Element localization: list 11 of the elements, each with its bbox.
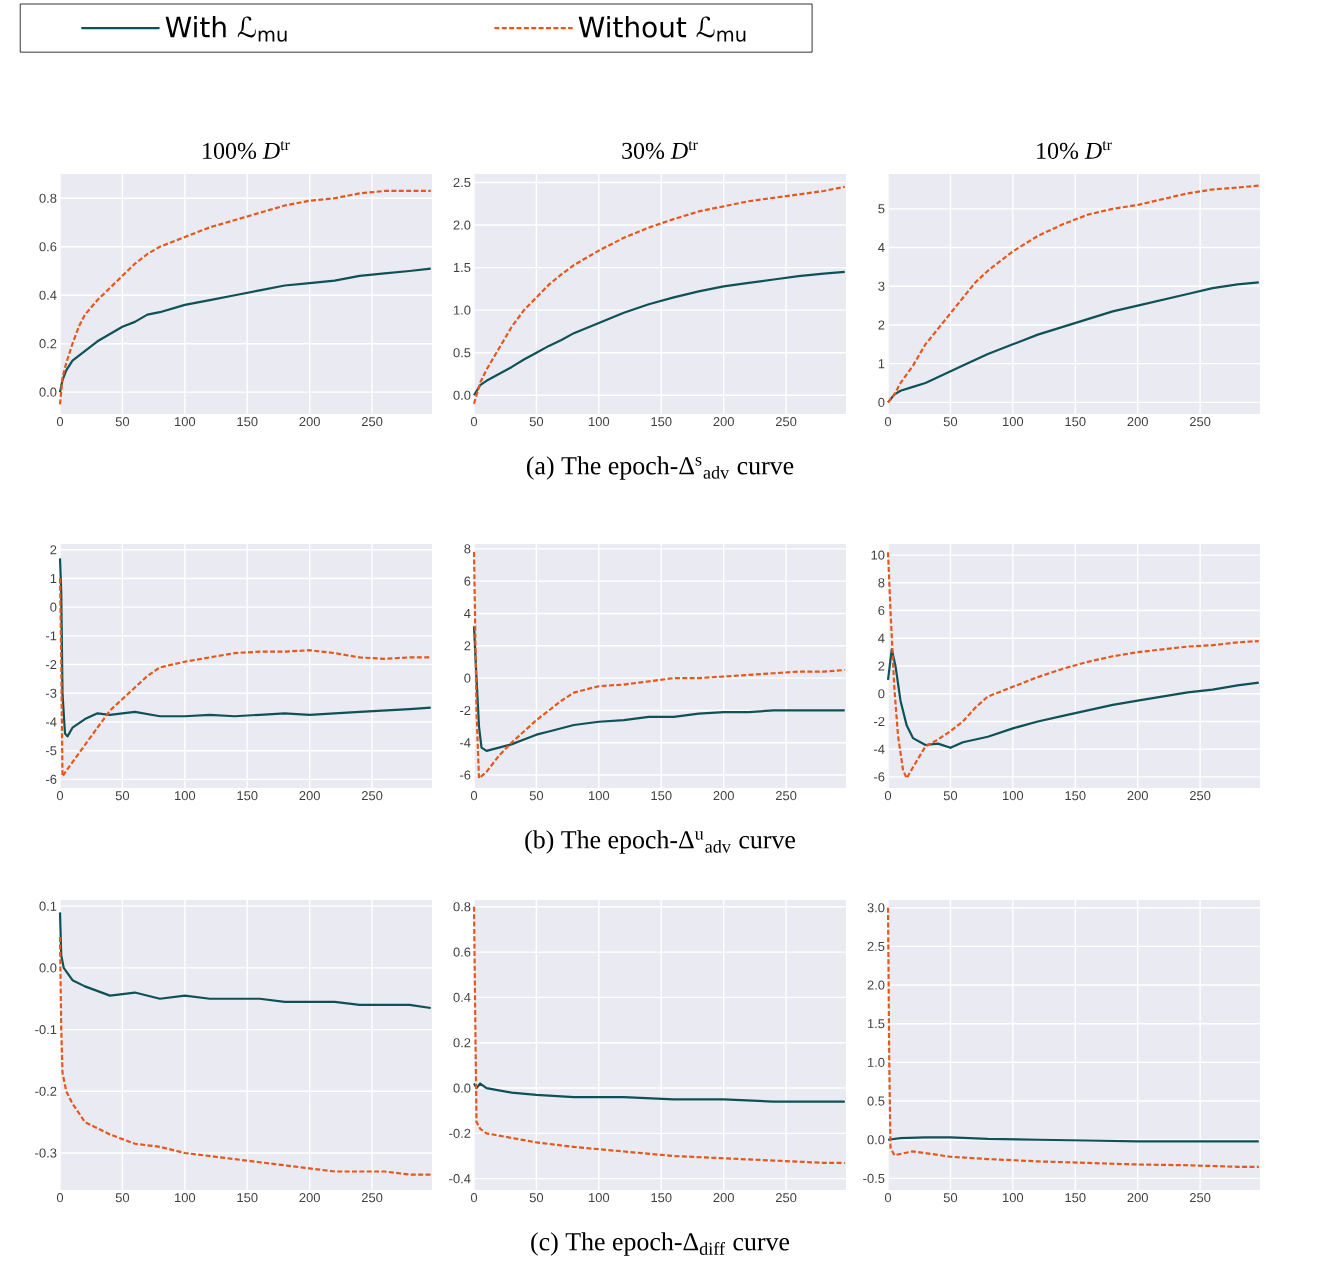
line-series <box>472 905 846 1164</box>
legend-label: With ℒ$_{mu}$ <box>165 16 287 42</box>
text: (a) The epoch-Δ$^{s}$$_{adv}$ curve <box>526 456 794 480</box>
line-series <box>886 906 1260 1168</box>
chart-title: 30% D$^{tr}$ <box>622 141 698 159</box>
text: (c) The epoch-Δ$_{diff}$ curve <box>531 1232 790 1256</box>
chart-title: 10% D$^{tr}$ <box>1037 141 1112 160</box>
legend-label: Without ℒ$_{mu}$ <box>578 16 746 42</box>
line-series <box>472 270 846 397</box>
chart-title: 100% D$^{tr}$ <box>203 141 290 160</box>
text: (b) The epoch-Δ$^{u}$$_{adv}$ curve <box>525 830 796 854</box>
